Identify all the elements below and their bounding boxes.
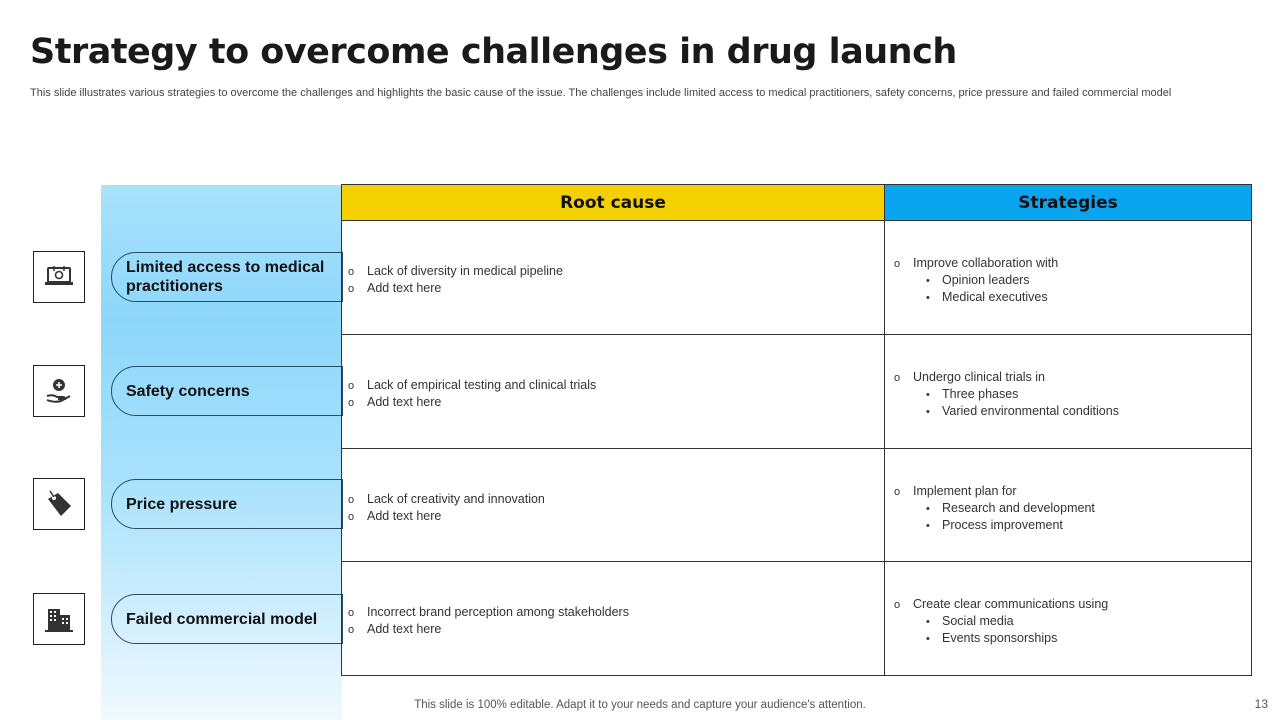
root-cause-item: Add text here — [367, 508, 442, 523]
table-row: o Lack of diversity in medical pipeline o… — [341, 220, 1252, 335]
root-cause-cell: o Lack of diversity in medical pipeline o… — [341, 220, 885, 335]
strategy-table: Root cause Strategies o Lack of diversity… — [341, 184, 1252, 676]
price-tag-icon — [33, 478, 85, 530]
challenge-label: Failed commercial model — [111, 594, 343, 644]
challenge-label: Safety concerns — [111, 366, 343, 416]
root-cause-header: Root cause — [341, 184, 885, 221]
strategy-head: Create clear communications using — [913, 597, 1109, 612]
strategy-item: Events sponsorships — [942, 631, 1058, 646]
strategy-head: Implement plan for — [913, 483, 1017, 498]
page-number: 13 — [1254, 697, 1268, 711]
strategy-cell: o Implement plan for • Research and develo… — [884, 447, 1252, 563]
strategy-item: Varied environmental conditions — [942, 403, 1119, 418]
strategy-cell: o Create clear communications using • Soci… — [884, 561, 1252, 676]
root-cause-item: Incorrect brand perception among stakeho… — [367, 605, 629, 620]
strategy-item: Three phases — [942, 386, 1019, 401]
root-cause-item: Lack of diversity in medical pipeline — [367, 264, 563, 278]
strategy-item: Research and development — [942, 500, 1095, 515]
strategy-head: Improve collaboration with — [913, 256, 1059, 270]
challenge-label: Limited access to medical practitioners — [111, 252, 343, 302]
strategy-item: Opinion leaders — [942, 273, 1030, 287]
strategy-head: Undergo clinical trials in — [913, 369, 1046, 384]
strategy-item: Medical executives — [942, 290, 1048, 304]
strategy-cell: o Improve collaboration with • Opinion lea… — [884, 220, 1252, 335]
slide-subtitle: This slide illustrates various strategie… — [30, 87, 1172, 99]
table-row: o Lack of creativity and innovation o Add … — [341, 447, 1252, 563]
root-cause-item: Add text here — [367, 281, 442, 295]
root-cause-item: Lack of creativity and innovation — [367, 491, 545, 506]
slide-title: Strategy to overcome challenges in drug … — [30, 32, 957, 72]
slide-footer: This slide is 100% editable. Adapt it to… — [414, 699, 866, 711]
root-cause-item: Add text here — [367, 394, 442, 409]
laptop-medical-icon — [33, 251, 85, 303]
side-panel — [101, 185, 342, 720]
hand-care-icon — [33, 365, 85, 417]
root-cause-item: Add text here — [367, 622, 442, 637]
building-icon — [33, 593, 85, 645]
table-row: o Lack of empirical testing and clinical … — [341, 333, 1252, 449]
table-row: o Incorrect brand perception among stakeh… — [341, 561, 1252, 676]
strategy-item: Social media — [942, 614, 1014, 629]
root-cause-cell: o Lack of empirical testing and clinical … — [341, 333, 885, 449]
strategy-item: Process improvement — [942, 517, 1063, 532]
root-cause-cell: o Incorrect brand perception among stakeh… — [341, 561, 885, 676]
root-cause-item: Lack of empirical testing and clinical t… — [367, 377, 597, 392]
strategies-header: Strategies — [884, 184, 1252, 221]
strategy-cell: o Undergo clinical trials in • Three phase… — [884, 333, 1252, 449]
challenge-label: Price pressure — [111, 479, 343, 529]
root-cause-cell: o Lack of creativity and innovation o Add … — [341, 447, 885, 563]
